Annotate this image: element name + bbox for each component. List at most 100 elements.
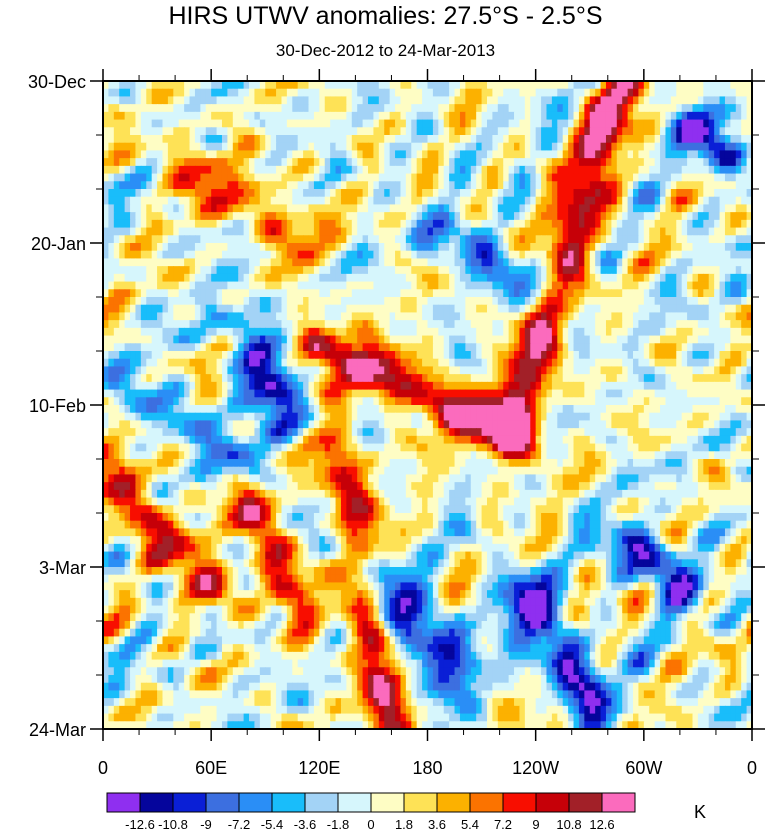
field-cell xyxy=(313,127,320,136)
field-cell xyxy=(530,297,537,306)
field-cell xyxy=(568,158,575,167)
field-cell xyxy=(308,127,315,136)
field-cell xyxy=(676,266,683,275)
field-cell xyxy=(189,196,196,206)
field-cell xyxy=(259,96,266,105)
field-cell xyxy=(654,335,661,344)
field-cell xyxy=(351,381,358,391)
field-cell xyxy=(476,219,483,229)
field-cell xyxy=(616,135,623,144)
field-cell xyxy=(330,165,337,175)
field-cell xyxy=(146,173,153,182)
field-cell xyxy=(589,142,596,152)
field-cell xyxy=(194,304,201,314)
field-cell xyxy=(562,119,569,128)
field-cell xyxy=(735,173,742,182)
field-cell xyxy=(270,165,277,175)
field-cell xyxy=(492,96,499,105)
field-cell xyxy=(157,243,164,252)
field-cell xyxy=(724,243,731,252)
field-cell xyxy=(589,219,596,229)
field-cell xyxy=(411,189,418,198)
field-cell xyxy=(670,196,677,206)
field-cell xyxy=(568,81,575,90)
field-cell xyxy=(232,243,239,252)
field-cell xyxy=(633,119,640,128)
field-cell xyxy=(243,366,250,375)
field-cell xyxy=(541,104,548,113)
field-cell xyxy=(140,335,147,344)
field-cell xyxy=(605,235,612,244)
field-cell xyxy=(730,381,737,391)
field-cell xyxy=(470,204,477,213)
field-cell xyxy=(146,158,153,167)
field-cell xyxy=(416,227,423,236)
field-cell xyxy=(427,281,434,290)
field-cell xyxy=(427,381,434,391)
field-cell xyxy=(687,235,694,244)
field-cell xyxy=(297,142,304,152)
field-cell xyxy=(573,335,580,344)
field-cell xyxy=(351,374,358,383)
field-cell xyxy=(330,135,337,144)
field-cell xyxy=(400,142,407,152)
field-cell xyxy=(313,312,320,321)
field-cell xyxy=(573,258,580,267)
field-cell xyxy=(297,227,304,236)
field-cell xyxy=(308,88,315,98)
field-cell xyxy=(119,389,126,398)
field-cell xyxy=(249,358,256,368)
field-cell xyxy=(395,135,402,144)
field-cell xyxy=(259,189,266,198)
field-cell xyxy=(313,189,320,198)
field-cell xyxy=(384,250,391,260)
field-cell xyxy=(503,273,510,283)
field-cell xyxy=(676,135,683,144)
field-cell xyxy=(270,289,277,298)
field-cell xyxy=(335,312,342,321)
field-cell xyxy=(486,366,493,375)
field-cell xyxy=(194,158,201,167)
field-cell xyxy=(719,88,726,98)
field-cell xyxy=(735,327,742,337)
field-cell xyxy=(519,243,526,252)
field-cell xyxy=(584,142,591,152)
field-cell xyxy=(395,142,402,152)
field-cell xyxy=(384,243,391,252)
field-cell xyxy=(378,127,385,136)
field-cell xyxy=(692,227,699,236)
field-cell xyxy=(486,258,493,267)
field-cell xyxy=(140,189,147,198)
field-cell xyxy=(313,358,320,368)
field-cell xyxy=(503,204,510,213)
field-cell xyxy=(200,88,207,98)
field-cell xyxy=(557,281,564,290)
field-cell xyxy=(492,104,499,113)
field-cell xyxy=(605,366,612,375)
field-cell xyxy=(178,258,185,267)
field-cell xyxy=(405,327,412,337)
field-cell xyxy=(697,150,704,159)
field-cell xyxy=(649,189,656,198)
field-cell xyxy=(146,219,153,229)
field-cell xyxy=(676,119,683,128)
field-cell xyxy=(557,381,564,391)
field-cell xyxy=(232,158,239,167)
field-cell xyxy=(351,312,358,321)
field-cell xyxy=(140,397,147,406)
field-cell xyxy=(600,366,607,375)
field-cell xyxy=(135,297,142,306)
field-cell xyxy=(200,327,207,337)
field-cell xyxy=(319,96,326,105)
field-cell xyxy=(627,181,634,190)
field-cell xyxy=(600,127,607,136)
field-cell xyxy=(357,327,364,337)
field-cell xyxy=(719,343,726,352)
field-cell xyxy=(270,335,277,344)
field-cell xyxy=(108,142,115,152)
field-cell xyxy=(735,281,742,290)
field-cell xyxy=(438,243,445,252)
field-cell xyxy=(427,258,434,267)
field-cell xyxy=(578,381,585,391)
field-cell xyxy=(719,273,726,283)
